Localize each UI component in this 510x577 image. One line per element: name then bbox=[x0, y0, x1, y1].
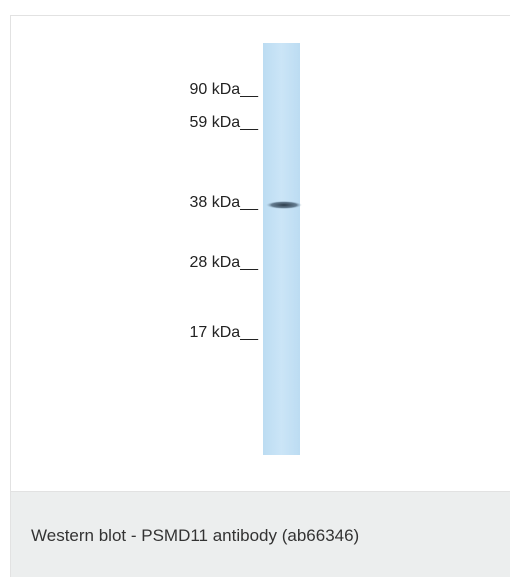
marker-label: 17 kDa__ bbox=[190, 324, 260, 341]
marker-label: 90 kDa__ bbox=[190, 81, 260, 98]
blot: 90 kDa__ 59 kDa__ 38 kDa__ 28 kDa__ 17 kDa__ bbox=[0, 0, 510, 492]
lane bbox=[263, 43, 300, 455]
band bbox=[266, 201, 302, 209]
caption-box: Western blot - PSMD11 antibody (ab66346) bbox=[10, 492, 510, 577]
marker-label: 28 kDa__ bbox=[190, 254, 260, 271]
marker-label: 59 kDa__ bbox=[190, 114, 260, 131]
page: Western blot - PSMD11 antibody (ab66346)… bbox=[0, 0, 510, 577]
caption: Western blot - PSMD11 antibody (ab66346) bbox=[31, 526, 359, 546]
marker-label: 38 kDa__ bbox=[190, 194, 260, 211]
